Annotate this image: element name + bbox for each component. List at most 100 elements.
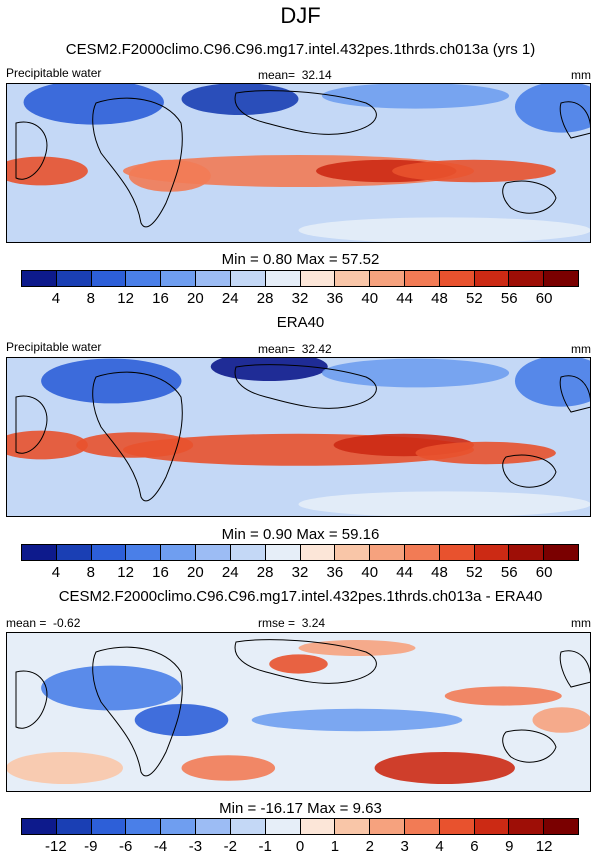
colorbar-swatch xyxy=(439,271,475,286)
panel1-max-label: Max = xyxy=(296,251,338,268)
field-contour-region xyxy=(374,752,515,784)
panel3-mean-value: -0.62 xyxy=(53,616,81,630)
panel3-rmse: rmse = 3.24 xyxy=(258,616,325,630)
colorbar-tick-label: 0 xyxy=(295,838,305,855)
colorbar-swatch xyxy=(439,545,475,560)
colorbar-swatch xyxy=(196,545,231,560)
colorbar-tick-label: 28 xyxy=(256,564,274,581)
field-contour-region xyxy=(444,686,562,706)
field-contour-region xyxy=(41,665,182,711)
colorbar-swatch xyxy=(300,819,336,834)
panel2-units: mm xyxy=(571,342,591,356)
panel3-title: CESM2.F2000climo.C96.C96.mg17.intel.432p… xyxy=(58,588,543,605)
colorbar-swatch xyxy=(56,819,92,834)
colorbar-tick-label: 24 xyxy=(221,290,239,307)
panel3-max-value: 9.63 xyxy=(352,800,382,817)
colorbar-swatch xyxy=(370,819,405,834)
coastline xyxy=(234,639,377,684)
colorbar-tick-label: 24 xyxy=(221,564,239,581)
field-contour-region xyxy=(6,217,240,243)
coastline xyxy=(92,97,183,228)
colorbar-swatch xyxy=(265,271,301,286)
colorbar-tick-label: 1 xyxy=(330,838,340,855)
panel1-colorbar-ticks: 4 8 12 16 20 24 28 32 36 40 44 48 52 56 60 xyxy=(21,290,579,308)
colorbar-swatch xyxy=(474,545,510,560)
colorbar-tick-label: 60 xyxy=(535,564,553,581)
colorbar-tick-label: 16 xyxy=(152,290,169,307)
colorbar-swatch xyxy=(265,545,301,560)
colorbar-swatch xyxy=(474,271,510,286)
field-contour-region xyxy=(6,752,123,784)
colorbar-swatch xyxy=(161,819,197,834)
colorbar-tick-label: 40 xyxy=(361,290,379,307)
field-contour-region xyxy=(514,83,591,133)
colorbar-swatch xyxy=(335,819,371,834)
panel1-units: mm xyxy=(571,68,591,82)
coastline xyxy=(234,90,377,135)
coastline xyxy=(92,371,183,502)
colorbar-tick-label: -12 xyxy=(45,838,67,855)
field-contour-region xyxy=(298,217,591,243)
colorbar-swatch xyxy=(335,545,371,560)
panel2-mean-label: mean= xyxy=(258,342,296,356)
panel2-min-value: 0.90 xyxy=(262,526,293,543)
panel3-mean: mean = -0.62 xyxy=(6,616,80,630)
map-frame xyxy=(6,83,591,243)
colorbar-swatch xyxy=(230,819,266,834)
field-contour-region xyxy=(269,654,328,674)
colorbar-tick-label: 44 xyxy=(396,564,413,581)
colorbar-swatch xyxy=(161,545,197,560)
colorbar-tick-label: 32 xyxy=(291,564,309,581)
panel3-mean-label: mean = xyxy=(6,616,47,630)
panel1-min-value: 0.80 xyxy=(262,251,293,268)
panel2-variable: Precipitable water xyxy=(6,340,102,354)
coastline xyxy=(559,375,591,413)
colorbar-swatch xyxy=(91,819,127,834)
coastline xyxy=(15,670,48,729)
field-contour-region xyxy=(128,159,211,192)
panel3-colorbar xyxy=(21,818,579,835)
colorbar-tick-label: -9 xyxy=(84,838,98,855)
colorbar-swatch xyxy=(404,271,440,286)
panel2-colorbar xyxy=(21,544,579,561)
field-contour-region xyxy=(415,441,556,465)
coastline xyxy=(234,364,377,409)
colorbar-swatch xyxy=(126,271,162,286)
field-contour-region xyxy=(76,432,194,458)
colorbar-tick-label: 4 xyxy=(51,564,61,581)
panel1-variable: Precipitable water xyxy=(6,66,102,80)
panel1-mean: mean= 32.14 xyxy=(258,68,332,82)
colorbar-tick-label: 56 xyxy=(500,564,518,581)
colorbar-tick-label: 4 xyxy=(51,290,61,307)
panel1-min-label: Min = xyxy=(221,251,259,268)
colorbar-tick-label: 40 xyxy=(361,564,379,581)
panel3-colorbar-ticks: -12 -9 -6 -4 -3 -2 -1 0 1 2 3 4 6 9 12 xyxy=(21,838,579,856)
colorbar-tick-label: 12 xyxy=(535,838,553,855)
colorbar-swatch xyxy=(370,545,405,560)
colorbar-swatch xyxy=(230,271,266,286)
field-contour-region xyxy=(6,491,240,517)
colorbar-swatch xyxy=(335,271,371,286)
colorbar-tick-label: 20 xyxy=(187,290,204,307)
colorbar-tick-label: 8 xyxy=(86,564,95,581)
colorbar-swatch xyxy=(544,545,578,560)
colorbar-swatch xyxy=(300,271,336,286)
colorbar-tick-label: 4 xyxy=(435,838,444,855)
colorbar-swatch xyxy=(474,819,510,834)
panel3-max-label: Max = xyxy=(307,800,349,817)
field-contour-region xyxy=(298,491,591,517)
colorbar-swatch xyxy=(544,271,578,286)
colorbar-swatch xyxy=(161,271,197,286)
colorbar-swatch xyxy=(126,545,162,560)
colorbar-swatch xyxy=(370,271,405,286)
colorbar-tick-label: -2 xyxy=(223,838,237,855)
colorbar-swatch xyxy=(509,819,545,834)
colorbar-tick-label: 44 xyxy=(396,290,413,307)
colorbar-swatch xyxy=(56,545,92,560)
colorbar-swatch xyxy=(56,271,92,286)
coastline xyxy=(15,395,48,454)
colorbar-swatch xyxy=(22,819,57,834)
coastline xyxy=(502,454,557,488)
panel1-mean-value: 32.14 xyxy=(301,68,332,82)
colorbar-tick-label: 3 xyxy=(400,838,409,855)
